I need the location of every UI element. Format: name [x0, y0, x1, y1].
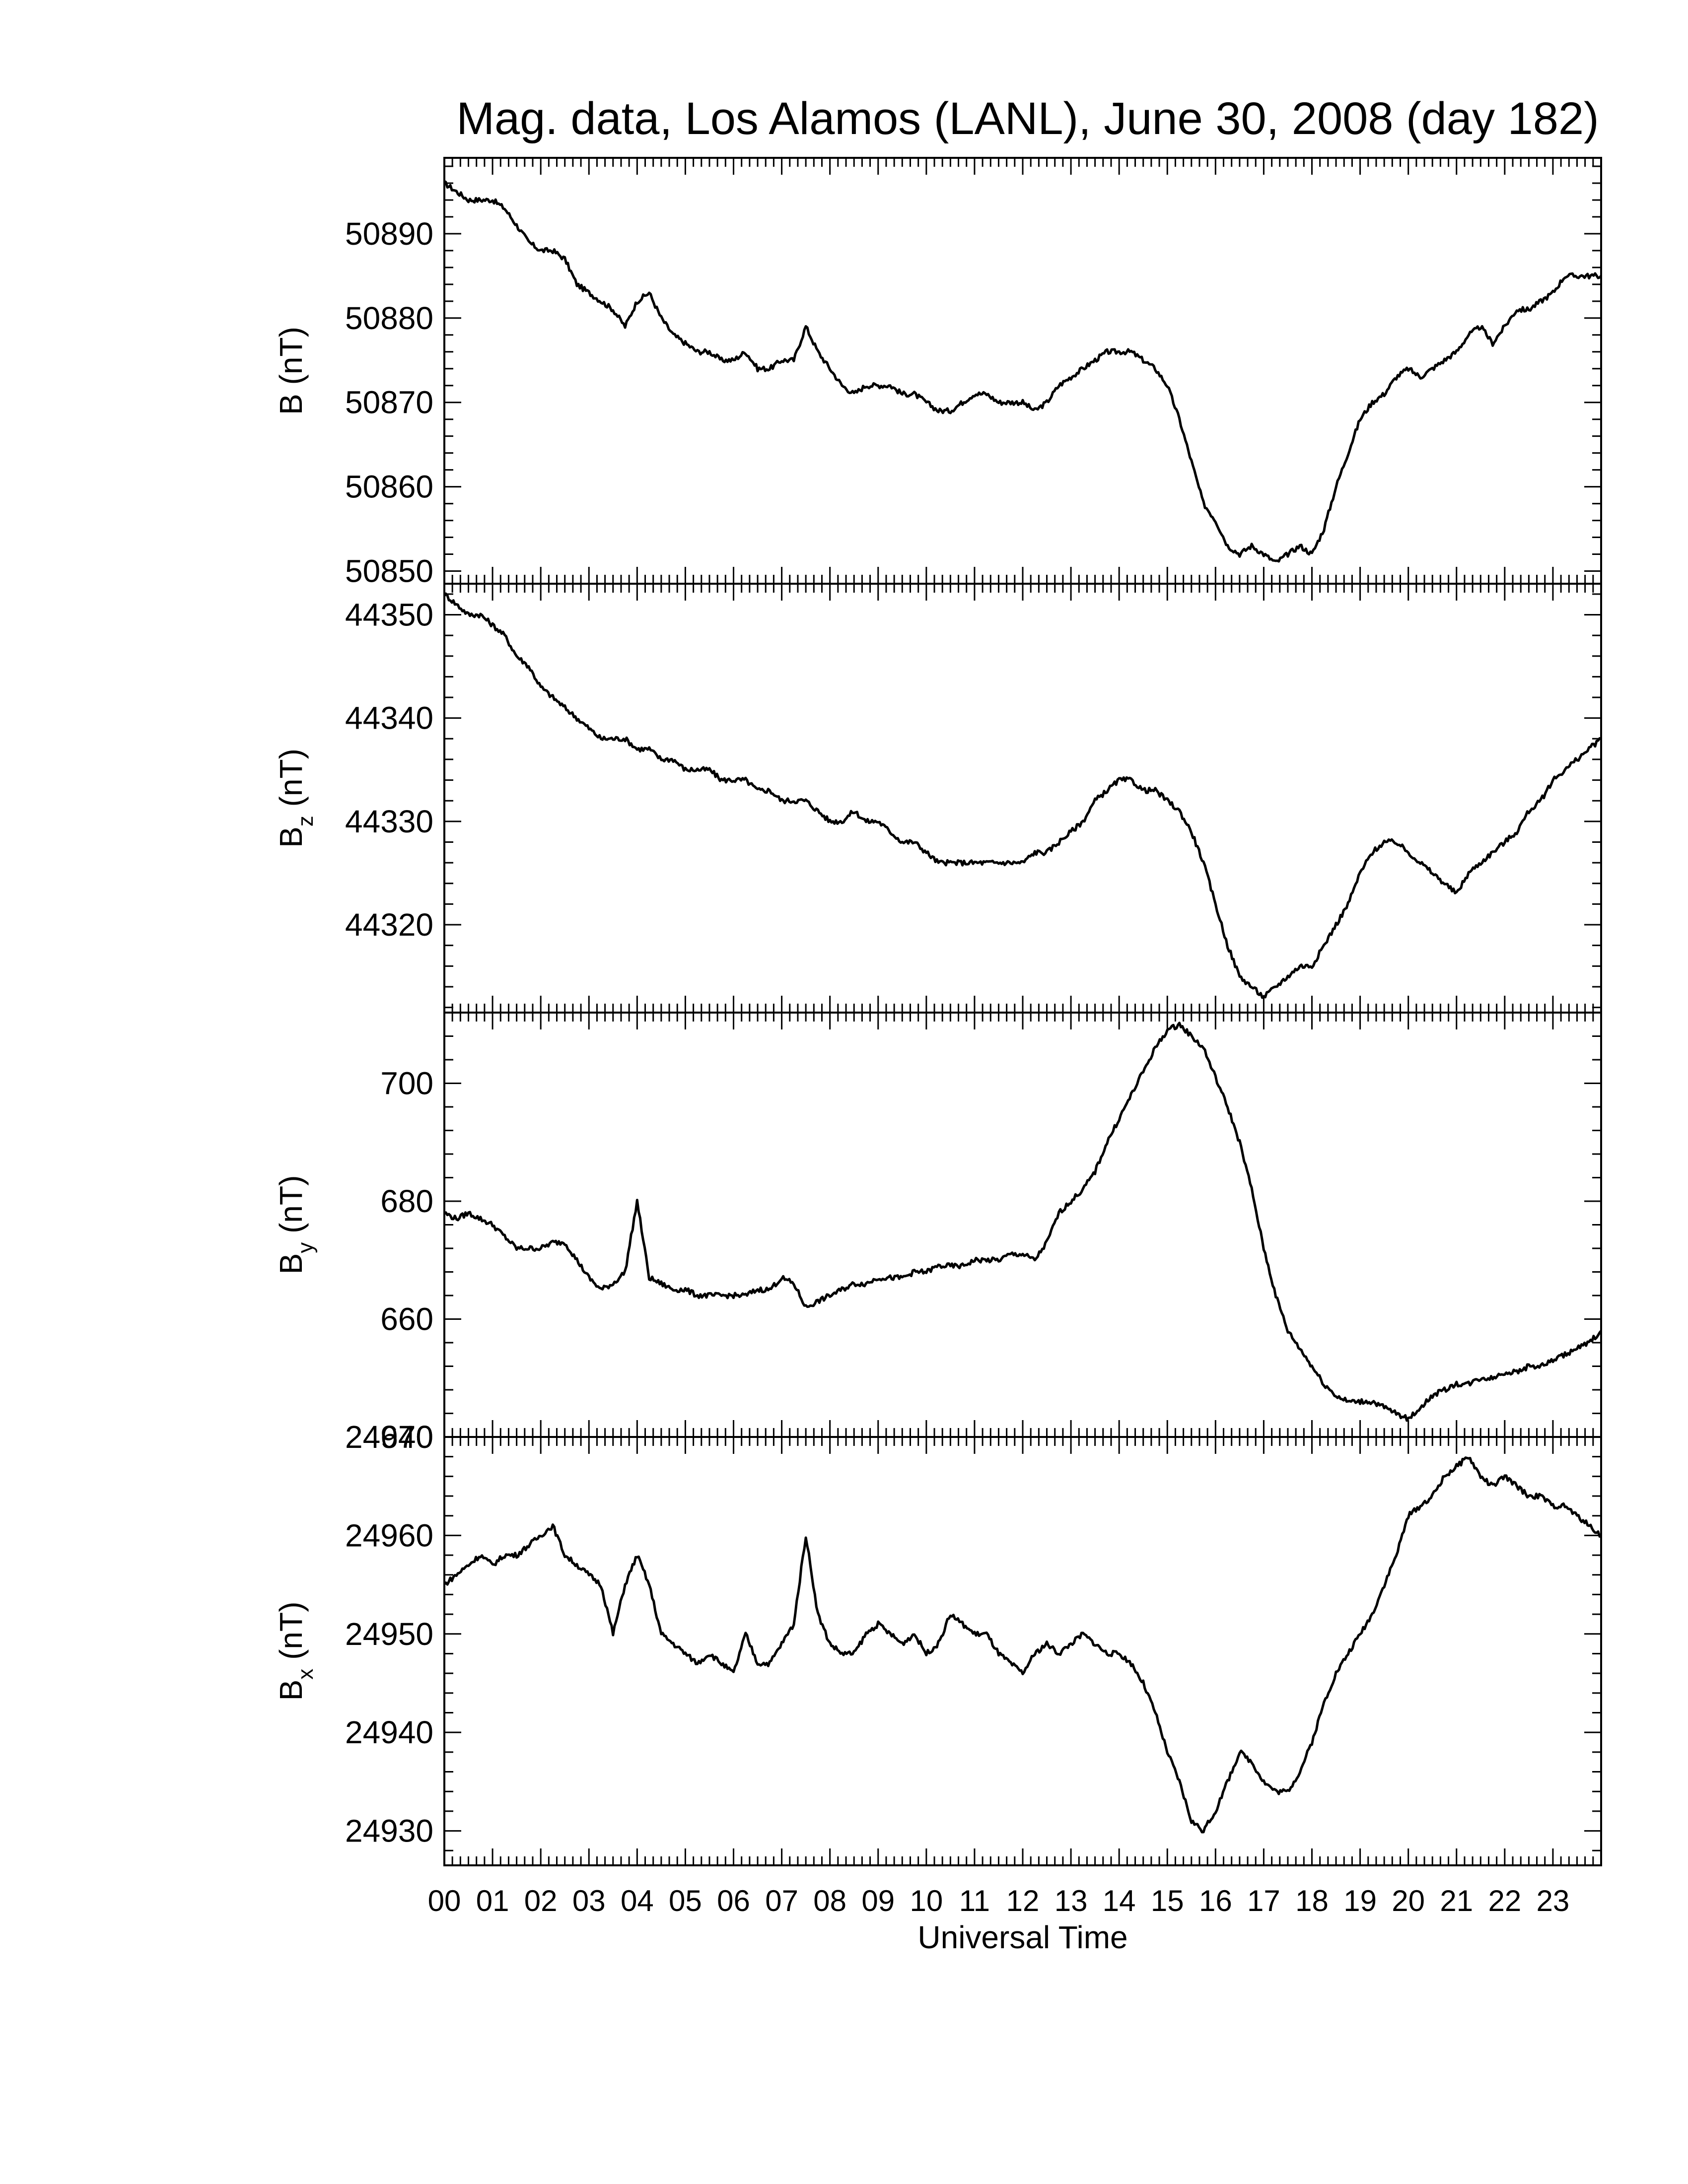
x-tick-label: 00	[428, 1884, 461, 1917]
x-tick-label: 21	[1440, 1884, 1473, 1917]
x-tick-label: 19	[1343, 1884, 1377, 1917]
y-tick-label: 24930	[345, 1813, 433, 1849]
x-axis: 00 01 02 03 04 05 06 07 08 09 10 11 12 13 14 15 16 17 18 19…	[428, 1884, 1570, 1917]
y-tick-label: 680	[380, 1183, 433, 1219]
y-tick-label: 44330	[345, 804, 433, 839]
y-axis-label-main: B	[273, 1253, 309, 1275]
y-axis-label-main: B	[273, 394, 309, 415]
y-tick-label: 50860	[345, 469, 433, 505]
x-tick-label: 06	[717, 1884, 750, 1917]
y-axis-label-subscript: z	[293, 816, 318, 826]
x-tick-label: 11	[959, 1884, 990, 1917]
series-line-bx	[443, 1456, 1602, 1834]
y-tick-label: 24960	[345, 1517, 433, 1553]
x-tick-label: 18	[1295, 1884, 1329, 1917]
y-axis-label: B (nT)	[273, 327, 309, 415]
series-line-b	[443, 180, 1602, 563]
y-tick-label: 700	[380, 1066, 433, 1101]
y-tick-label: 640	[380, 1419, 433, 1455]
y-tick-label: 50880	[345, 300, 433, 336]
y-axis-label-main: B	[273, 1680, 309, 1701]
x-tick-label: 05	[669, 1884, 702, 1917]
y-tick-label: 44340	[345, 700, 433, 736]
y-tick-label: 660	[380, 1301, 433, 1337]
x-tick-label: 13	[1055, 1884, 1088, 1917]
x-tick-label: 20	[1392, 1884, 1425, 1917]
y-tick-label: 44350	[345, 597, 433, 632]
panels-group: 50850 50860 50870 50880 50890 B (nT) 44320 4433…	[273, 157, 1602, 1866]
panel-b: 50850 50860 50870 50880 50890 B (nT)	[273, 157, 1602, 589]
y-tick-label: 24950	[345, 1616, 433, 1652]
x-tick-label: 03	[572, 1884, 606, 1917]
x-tick-label: 01	[476, 1884, 509, 1917]
series-line-bz	[443, 592, 1602, 999]
panel-by: 640 660 680 700 By (nT)	[273, 1012, 1602, 1455]
y-axis-label-subscript: y	[293, 1242, 318, 1253]
y-tick-label: 50870	[345, 385, 433, 420]
x-tick-label: 09	[861, 1884, 895, 1917]
y-axis-label: By (nT)	[273, 1175, 318, 1275]
x-tick-label: 22	[1488, 1884, 1521, 1917]
panel-bx: 24930 24940 24950 24960 24970 Bx (nT)	[273, 1419, 1602, 1866]
y-tick-label: 50850	[345, 553, 433, 589]
x-tick-label: 08	[813, 1884, 846, 1917]
y-tick-label: 24940	[345, 1714, 433, 1750]
y-axis-label: Bz (nT)	[273, 749, 318, 848]
x-tick-label: 17	[1247, 1884, 1280, 1917]
x-tick-label: 02	[524, 1884, 558, 1917]
y-axis-label: Bx (nT)	[273, 1602, 318, 1701]
x-tick-label: 16	[1199, 1884, 1232, 1917]
y-tick-label: 50890	[345, 216, 433, 252]
chart-title: Mag. data, Los Alamos (LANL), June 30, 2…	[456, 93, 1599, 144]
x-tick-label: 12	[1006, 1884, 1040, 1917]
y-tick-label: 44320	[345, 907, 433, 943]
x-axis-label: Universal Time	[917, 1919, 1127, 1955]
x-tick-label: 23	[1537, 1884, 1570, 1917]
x-tick-label: 10	[910, 1884, 943, 1917]
x-tick-label: 04	[621, 1884, 654, 1917]
panel-bz: 44320 44330 44340 44350 Bz (nT)	[273, 583, 1602, 1014]
x-tick-label: 07	[765, 1884, 798, 1917]
y-axis-label-unit: (nT)	[273, 749, 309, 816]
series-line-by	[443, 1022, 1602, 1422]
y-tick-label: 24970	[345, 1419, 433, 1455]
y-axis-label-subscript: x	[293, 1669, 318, 1680]
y-axis-label-unit: (nT)	[273, 1602, 309, 1669]
y-axis-label-unit: (nT)	[273, 1175, 309, 1242]
y-axis-label-main: B	[273, 826, 309, 848]
x-tick-label: 14	[1103, 1884, 1136, 1917]
x-tick-label: 15	[1151, 1884, 1184, 1917]
y-axis-label-unit: (nT)	[273, 327, 309, 394]
